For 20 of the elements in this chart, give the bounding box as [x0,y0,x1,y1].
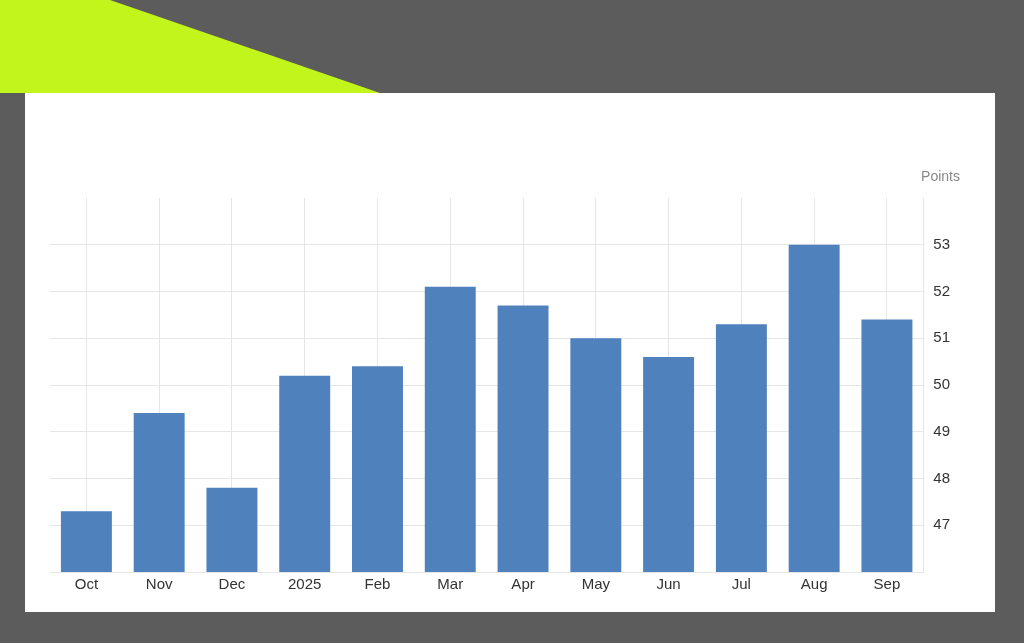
y-tick-label: 52 [933,281,950,299]
x-tick-label: Oct [74,575,99,593]
y-tick-label: 53 [933,234,950,252]
x-tick-label: 2025 [288,575,322,593]
x-tick-label: Sep [873,575,901,593]
x-tick-label: May [581,575,611,593]
x-tick-label: Jul [731,575,751,593]
y-tick-label: 48 [933,468,950,486]
y-tick-label: 50 [933,375,950,393]
x-tick-label: Feb [364,575,391,593]
x-tick-label: Dec [218,575,246,593]
x-tick-label: Apr [511,575,535,593]
x-tick-label: Mar [437,575,464,593]
y-tick-label: 47 [933,515,950,533]
x-tick-label: Jun [656,575,681,593]
x-tick-label: Aug [800,575,828,593]
x-tick-label: Nov [145,575,173,593]
y-tick-label: 51 [933,328,950,346]
y-tick-label: 49 [933,421,950,439]
y-axis-title: Points [921,167,960,184]
